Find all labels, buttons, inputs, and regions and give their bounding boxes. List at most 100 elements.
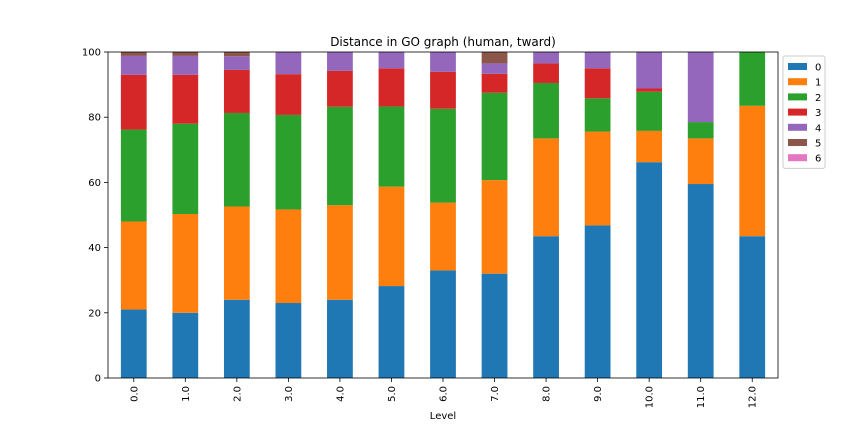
- bar-segment-1-5.0: [378, 186, 405, 287]
- legend-swatch-5: [788, 139, 807, 146]
- bar-segment-2-3.0: [275, 114, 302, 210]
- bar-segment-0-11.0: [687, 184, 714, 378]
- bar-segment-4-6.0: [430, 52, 456, 72]
- x-tick-label-7.0: 7.0: [490, 386, 501, 402]
- bar-segment-0-9.0: [584, 225, 611, 378]
- legend-label-4: 4: [815, 123, 821, 134]
- x-tick-label-0.0: 0.0: [129, 386, 140, 402]
- bar-segment-0-7.0: [481, 273, 508, 378]
- bar-segment-4-0.0: [120, 55, 147, 75]
- bar-segment-0-0.0: [120, 309, 147, 378]
- y-tick-label-0: 0: [95, 374, 101, 385]
- bar-segment-0-1.0: [172, 312, 199, 378]
- bar-segment-4-4.0: [327, 52, 353, 71]
- legend-swatch-3: [788, 108, 807, 116]
- bar-segment-2-8.0: [533, 82, 559, 139]
- y-tick-label-60: 60: [88, 178, 101, 189]
- legend-label-6: 6: [815, 154, 821, 165]
- bar-segment-0-8.0: [533, 236, 559, 378]
- bar-segment-4-10.0: [636, 52, 663, 89]
- bar-segment-2-12.0: [739, 52, 766, 106]
- bar-segment-0-2.0: [223, 299, 250, 378]
- bar-segment-1-6.0: [430, 202, 456, 271]
- bar-segment-1-8.0: [533, 138, 559, 237]
- x-tick-label-4.0: 4.0: [335, 386, 346, 402]
- bar-segment-3-5.0: [378, 68, 405, 107]
- legend-label-5: 5: [815, 139, 821, 150]
- bar-segment-2-10.0: [636, 91, 663, 131]
- bar-segment-0-6.0: [430, 270, 456, 378]
- bar-segment-3-4.0: [327, 70, 353, 107]
- legend-label-1: 1: [815, 78, 821, 89]
- bar-segment-5-7.0: [481, 52, 508, 64]
- bar-segment-3-8.0: [533, 63, 559, 83]
- bar-segment-1-7.0: [481, 180, 508, 274]
- bar-segment-4-8.0: [533, 52, 559, 64]
- bar-segment-2-2.0: [223, 112, 250, 207]
- bar-segment-2-7.0: [481, 92, 508, 181]
- legend: 0 1 2 3 4 5 6: [782, 55, 826, 169]
- bar-segment-4-9.0: [584, 52, 611, 69]
- bar-segment-3-0.0: [120, 74, 147, 130]
- bar-segment-0-5.0: [378, 286, 405, 378]
- bar-segment-1-12.0: [739, 105, 766, 237]
- x-tick-label-3.0: 3.0: [284, 386, 295, 402]
- bar-segment-2-1.0: [172, 123, 199, 215]
- bar-segment-3-10.0: [636, 88, 663, 92]
- y-tick-label-100: 100: [82, 48, 101, 59]
- chart-title: Distance in GO graph (human, tward): [330, 35, 556, 49]
- bar-segment-3-7.0: [481, 73, 508, 93]
- bar-segment-1-2.0: [223, 206, 250, 300]
- x-axis-label: Level: [430, 411, 456, 422]
- bar-segment-4-11.0: [687, 52, 714, 123]
- bar-segment-2-4.0: [327, 106, 353, 206]
- legend-swatch-0: [788, 63, 807, 70]
- bar-segment-2-11.0: [687, 122, 714, 139]
- bars-layer: [120, 52, 766, 378]
- x-tick-label-10.0: 10.0: [645, 386, 656, 408]
- y-tick-label-80: 80: [88, 113, 101, 124]
- bar-segment-1-0.0: [120, 221, 147, 310]
- x-tick-label-6.0: 6.0: [439, 386, 450, 402]
- x-tick-label-11.0: 11.0: [696, 386, 707, 408]
- bar-segment-2-9.0: [584, 98, 611, 132]
- bar-segment-2-0.0: [120, 129, 147, 222]
- legend-swatch-2: [788, 93, 807, 101]
- bar-segment-4-3.0: [275, 52, 302, 75]
- legend-swatch-6: [788, 154, 807, 162]
- bar-segment-3-6.0: [430, 71, 456, 109]
- bar-segment-0-4.0: [327, 299, 353, 378]
- bar-segment-1-1.0: [172, 214, 199, 313]
- axes-layer: 0 20 40 60 80 100 0.0 1.0 2.0 3.0 4.0 5.0 6.0 7.0 8.0 9…: [82, 48, 779, 408]
- bar-segment-2-6.0: [430, 108, 456, 203]
- legend-swatch-4: [788, 123, 807, 131]
- bar-segment-1-11.0: [687, 138, 714, 185]
- y-tick-label-40: 40: [88, 243, 101, 254]
- bar-segment-0-12.0: [739, 236, 766, 378]
- bar-segment-5-0.0: [120, 52, 147, 56]
- bar-segment-1-10.0: [636, 130, 663, 163]
- bar-segment-1-3.0: [275, 209, 302, 304]
- legend-label-2: 2: [815, 93, 821, 104]
- legend-label-3: 3: [815, 108, 821, 119]
- bar-segment-4-2.0: [223, 56, 250, 70]
- x-tick-label-9.0: 9.0: [593, 386, 604, 402]
- x-tick-label-12.0: 12.0: [748, 386, 759, 408]
- bar-segment-0-3.0: [275, 303, 302, 378]
- bar-segment-1-9.0: [584, 131, 611, 226]
- bar-segment-1-4.0: [327, 205, 353, 300]
- bar-segment-3-1.0: [172, 74, 199, 124]
- bar-segment-4-1.0: [172, 55, 199, 75]
- bar-segment-5-1.0: [172, 52, 199, 56]
- bar-segment-2-5.0: [378, 106, 405, 187]
- legend-swatch-1: [788, 78, 807, 86]
- legend-label-0: 0: [815, 63, 821, 74]
- bar-segment-4-7.0: [481, 63, 508, 74]
- bar-segment-3-2.0: [223, 69, 250, 113]
- bar-segment-3-9.0: [584, 68, 611, 99]
- x-tick-label-1.0: 1.0: [181, 386, 192, 402]
- x-tick-label-8.0: 8.0: [542, 386, 553, 402]
- x-tick-label-5.0: 5.0: [387, 386, 398, 402]
